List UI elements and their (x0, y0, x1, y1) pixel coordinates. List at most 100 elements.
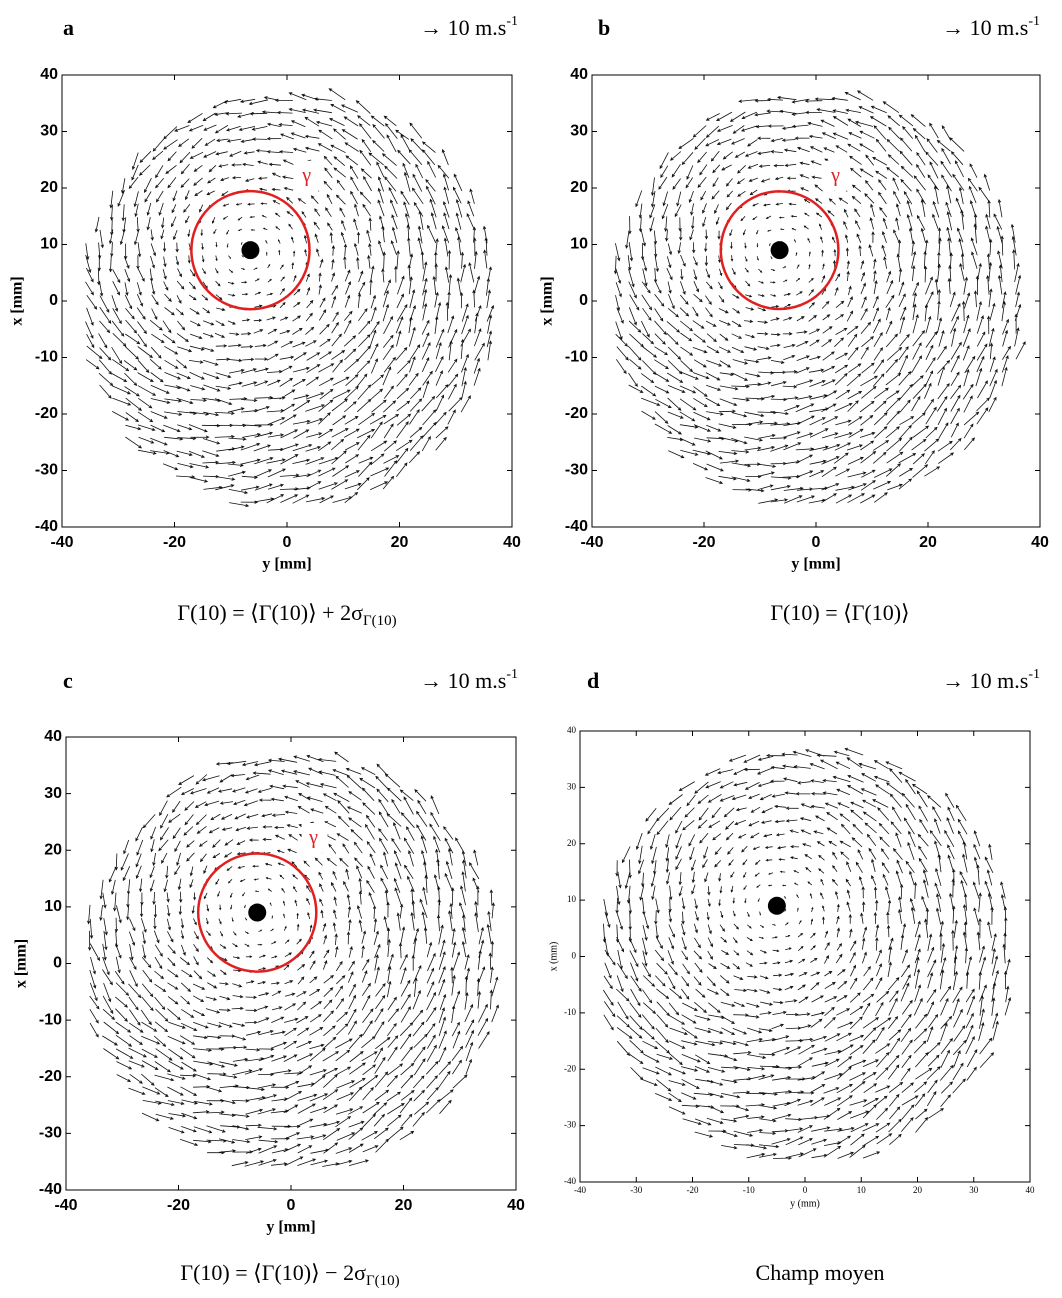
x-tick-label: 0 (812, 534, 821, 551)
x-tick-label: 40 (507, 1197, 525, 1214)
vector-field (87, 751, 499, 1167)
caption-text: Γ(10) = ⟨Γ(10)⟩ + 2σ (177, 600, 363, 625)
x-tick-label: -20 (163, 534, 186, 551)
vortex-center (248, 903, 267, 922)
caption: Γ(10) = ⟨Γ(10)⟩ − 2σΓ(10) (180, 1260, 399, 1289)
scale-exponent: -1 (506, 667, 518, 682)
y-tick-label: 40 (44, 728, 62, 745)
x-tick-label: -20 (692, 534, 715, 551)
y-tick-label: -40 (35, 518, 58, 535)
y-tick-label: -30 (565, 462, 588, 479)
panel: a → 10 m.s-1 -40 -20 0 20 40 -40 -30 -20 -10 0 10 20 3… (9, 14, 521, 629)
y-tick-label: 10 (567, 894, 577, 904)
gamma-label-bg (294, 160, 321, 191)
y-tick-label: -40 (565, 518, 588, 535)
y-tick-label: -30 (39, 1125, 62, 1142)
caption-subscript: Γ(10) (366, 1273, 400, 1289)
y-tick-label: 20 (40, 179, 58, 196)
y-tick-label: 10 (570, 236, 588, 253)
x-axis-label: y [mm] (266, 1219, 315, 1236)
x-axis-label: y [mm] (791, 556, 840, 573)
vector-field (602, 747, 1012, 1160)
panel: d → 10 m.s-1-40 -30 -20 -10 0 10 20 30 40-40-30-2… (548, 667, 1040, 1285)
y-tick-label: -30 (564, 1120, 576, 1130)
x-tick-label: 20 (391, 534, 409, 551)
vortex-center (770, 241, 789, 260)
y-tick-label: 0 (579, 292, 588, 309)
vortex-center (767, 896, 786, 915)
y-tick-label: 10 (44, 898, 62, 915)
x-tick-label: 0 (287, 1197, 296, 1214)
scale-label: → 10 m.s-1 (420, 667, 518, 693)
vortex-center (241, 241, 260, 260)
x-tick-label: -40 (54, 1197, 77, 1214)
y-tick-label: 0 (49, 292, 58, 309)
y-tick-label: 30 (570, 123, 588, 140)
x-tick-label: 10 (857, 1185, 867, 1195)
caption-text: Champ moyen (756, 1260, 885, 1285)
caption-text: Γ(10) = ⟨Γ(10)⟩ − 2σ (180, 1260, 366, 1285)
plot-frame (61, 74, 513, 528)
y-tick-label: -20 (35, 405, 58, 422)
y-axis-label: x [mm] (9, 276, 26, 325)
x-tick-label: 20 (395, 1197, 413, 1214)
x-tick-label: 0 (283, 534, 292, 551)
y-axis-label: x [mm] (539, 276, 556, 325)
y-tick-label: 20 (567, 838, 577, 848)
x-tick-label: -40 (574, 1185, 586, 1195)
plot-frame (579, 730, 1031, 1183)
scale-text: → 10 m.s (420, 15, 506, 40)
panel-label: b (598, 15, 610, 40)
panel-label: a (63, 15, 74, 40)
x-tick-label: -40 (50, 534, 73, 551)
x-axis-label: y [mm] (262, 556, 311, 573)
y-tick-label: 40 (567, 725, 577, 735)
gamma-label-bg (301, 822, 328, 853)
y-tick-label: 30 (567, 781, 577, 791)
x-tick-label: -40 (580, 534, 603, 551)
y-tick-label: 30 (40, 123, 58, 140)
caption: Γ(10) = ⟨Γ(10)⟩ + 2σΓ(10) (177, 600, 396, 629)
scale-text: → 10 m.s (942, 15, 1028, 40)
panel-label: c (63, 668, 73, 693)
panel: c → 10 m.s-1 -40 -20 0 20 40 -40 -30 -20 -10 0 10 20 3… (13, 667, 525, 1289)
gamma-label: γ (301, 164, 311, 186)
y-tick-label: -10 (39, 1011, 62, 1028)
caption: Γ(10) = ⟨Γ(10)⟩ (770, 600, 909, 625)
y-axis-label: x [mm] (13, 939, 30, 988)
x-tick-label: 20 (913, 1185, 923, 1195)
caption-subscript: Γ(10) (363, 613, 397, 629)
x-tick-label: 40 (503, 534, 521, 551)
y-tick-label: 0 (53, 955, 62, 972)
gamma-circle (196, 852, 318, 973)
scale-label: → 10 m.s-1 (942, 14, 1040, 40)
scale-exponent: -1 (506, 14, 518, 29)
x-tick-label: 0 (803, 1185, 808, 1195)
x-axis-label: y (mm) (790, 1198, 820, 1209)
x-tick-label: 40 (1031, 534, 1049, 551)
y-tick-label: 10 (40, 236, 58, 253)
y-tick-label: 40 (570, 66, 588, 83)
scale-label: → 10 m.s-1 (942, 667, 1040, 693)
y-tick-label: -30 (35, 462, 58, 479)
x-tick-label: -20 (687, 1185, 699, 1195)
gamma-label: γ (830, 164, 840, 186)
x-tick-label: -20 (167, 1197, 190, 1214)
scale-exponent: -1 (1028, 14, 1040, 29)
panel: b → 10 m.s-1 -40 -20 0 20 40 -40 -30 -20 -10 0 10 20 3… (539, 14, 1049, 625)
y-tick-label: -40 (564, 1176, 576, 1186)
scale-exponent: -1 (1028, 667, 1040, 682)
x-tick-label: 20 (919, 534, 937, 551)
plot-frame (65, 736, 517, 1191)
vector-field (85, 88, 495, 508)
gamma-circle (719, 190, 840, 311)
x-tick-label: 30 (969, 1185, 979, 1195)
y-tick-label: -10 (35, 349, 58, 366)
y-tick-label: -20 (565, 405, 588, 422)
scale-text: → 10 m.s (942, 668, 1028, 693)
vector-field (613, 90, 1026, 504)
y-tick-label: 30 (44, 785, 62, 802)
scale-label: → 10 m.s-1 (420, 14, 518, 40)
y-tick-label: -20 (564, 1063, 576, 1073)
